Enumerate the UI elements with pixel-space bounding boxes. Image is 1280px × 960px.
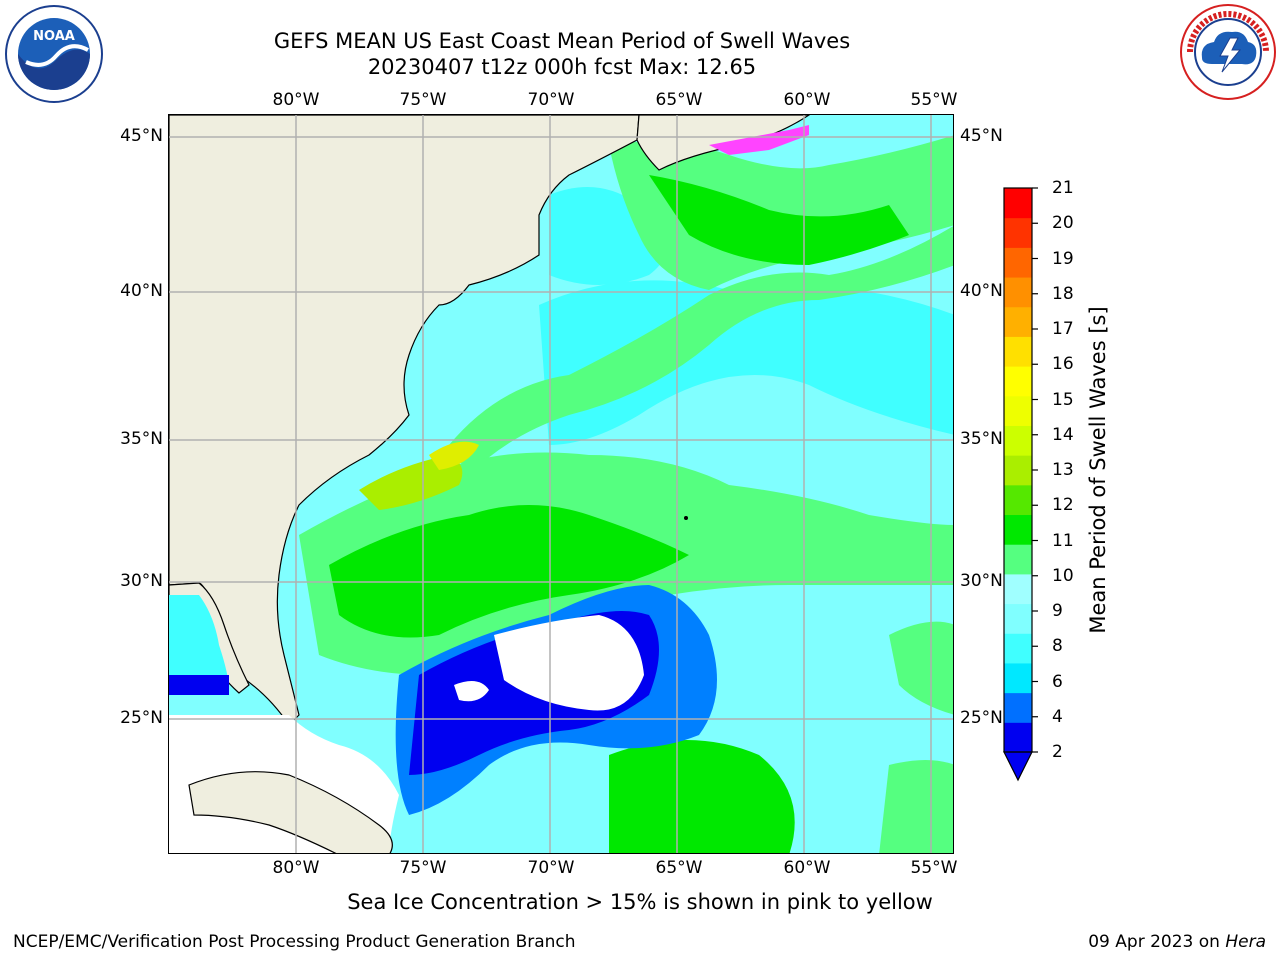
colorbar-segment <box>1004 455 1032 486</box>
colorbar-segment <box>1004 336 1032 367</box>
lat-tick-right-40n: 40°N <box>960 281 1003 301</box>
colorbar-segment <box>1004 484 1032 516</box>
colorbar-tick-label: 14 <box>1052 424 1074 445</box>
colorbar-tick-label: 13 <box>1052 460 1074 480</box>
map-subtitle: 20230407 t12z 000h fcst Max: 12.65 <box>367 55 757 79</box>
colorbar-segment <box>1004 306 1032 337</box>
colorbar-segment <box>1004 662 1032 694</box>
footer-date: 09 Apr 2023 on Hera <box>1088 932 1266 952</box>
lon-tick-top-55w: 55°W <box>910 90 958 110</box>
swell-zone-darkgreen-south <box>329 505 689 638</box>
gulf-water <box>169 595 229 690</box>
lon-tick-bottom-60w: 60°W <box>783 858 831 878</box>
lon-tick-top-80w: 80°W <box>272 90 320 110</box>
lon-tick-top-60w: 60°W <box>783 90 831 110</box>
map-plot-area <box>168 114 954 854</box>
noaa-logo: NOAA <box>5 5 103 103</box>
colorbar-segment <box>1004 633 1032 664</box>
colorbar-segment <box>1004 247 1032 278</box>
colorbar-segment <box>1004 514 1032 545</box>
swell-zone-green-southeast <box>609 740 795 853</box>
colorbar-extend-arrow <box>1003 751 1033 782</box>
colorbar-title: Mean Period of Swell Waves [s] <box>1086 306 1110 634</box>
noaa-logo-text: NOAA <box>33 29 75 44</box>
swell-no-data-patch <box>454 681 489 702</box>
sea-ice-gulf-st-lawrence <box>709 125 809 155</box>
colorbar-tick-label: 8 <box>1052 636 1063 657</box>
colorbar-segment <box>1004 692 1032 723</box>
colorbar-tick-label: 20 <box>1052 213 1074 234</box>
colorbar-segment <box>1004 603 1032 634</box>
swell-zone-yellowgreen-1 <box>359 455 463 510</box>
colorbar-tick-label: 17 <box>1052 319 1074 339</box>
colorbar-tick-label: 4 <box>1052 706 1063 727</box>
colorbar-tick-label: 18 <box>1052 283 1074 304</box>
sea-ice-note-text: Sea Ice Concentration > 15% is shown in … <box>347 890 933 914</box>
lon-tick-bottom-65w: 65°W <box>655 858 703 878</box>
land-cuba <box>188 771 393 853</box>
map-gridlines <box>169 115 953 853</box>
lat-tick-left-30n: 30°N <box>120 571 163 591</box>
lon-tick-bottom-75w: 75°W <box>399 858 447 878</box>
lon-tick-top-75w: 75°W <box>399 90 447 110</box>
colorbar-segment <box>1004 722 1032 753</box>
sea-ice-note: Sea Ice Concentration > 15% is shown in … <box>0 890 1280 914</box>
swell-zone-green-band <box>449 226 953 475</box>
swell-zone-cyan-north <box>539 280 953 445</box>
colorbar-tick-label: 2 <box>1052 742 1063 762</box>
map-title: GEFS MEAN US East Coast Mean Period of S… <box>273 29 851 53</box>
colorbar-segment <box>1004 188 1032 219</box>
colorbar-segment <box>1004 277 1032 308</box>
lat-tick-left-25n: 25°N <box>120 708 163 728</box>
colorbar-segment <box>1004 425 1032 456</box>
map-svg <box>169 115 953 853</box>
colorbar-tick-label: 21 <box>1052 178 1074 198</box>
colorbar-tick-label: 19 <box>1052 248 1074 269</box>
swell-zone-darkgreen-north <box>649 175 909 265</box>
lon-tick-top-70w: 70°W <box>527 90 575 110</box>
lon-tick-bottom-70w: 70°W <box>527 858 575 878</box>
colorbar <box>1003 187 1038 782</box>
colorbar-tick-label: 9 <box>1052 601 1063 621</box>
swell-zone-yellow-1 <box>429 441 479 470</box>
nws-logo <box>1180 4 1276 100</box>
colorbar-tick-label: 10 <box>1052 565 1074 586</box>
colorbar-tick-label: 16 <box>1052 354 1074 375</box>
colorbar-segment <box>1004 544 1032 575</box>
colorbar-tick-label: 12 <box>1052 495 1074 516</box>
footer-machine: Hera <box>1225 932 1266 952</box>
footer-credit: NCEP/EMC/Verification Post Processing Pr… <box>13 932 576 952</box>
colorbar-segment <box>1004 395 1032 426</box>
lat-tick-left-45n: 45°N <box>120 126 163 146</box>
colorbar-tick-label: 11 <box>1052 530 1074 551</box>
colorbar-tick-label: 6 <box>1052 671 1063 692</box>
lat-tick-right-30n: 30°N <box>960 571 1003 591</box>
gulf-blue-strip <box>169 675 229 695</box>
lat-tick-left-40n: 40°N <box>120 281 163 301</box>
colorbar-segment <box>1004 217 1032 248</box>
lat-tick-left-35n: 35°N <box>120 429 163 449</box>
lat-tick-right-45n: 45°N <box>960 126 1003 146</box>
colorbar-segment <box>1004 573 1032 605</box>
land-bermuda <box>684 516 688 520</box>
colorbar-segment <box>1004 366 1032 397</box>
lat-tick-right-25n: 25°N <box>960 708 1003 728</box>
lon-tick-bottom-80w: 80°W <box>272 858 320 878</box>
lon-tick-top-65w: 65°W <box>655 90 703 110</box>
swell-no-data-region <box>494 615 644 711</box>
lat-tick-right-35n: 35°N <box>960 429 1003 449</box>
colorbar-tick-label: 15 <box>1052 389 1074 410</box>
swell-zone-green-east <box>889 621 953 715</box>
footer-date-text: 09 Apr 2023 on <box>1088 932 1226 952</box>
lon-tick-bottom-55w: 55°W <box>910 858 958 878</box>
swell-zone-green-se-corner <box>879 760 953 853</box>
